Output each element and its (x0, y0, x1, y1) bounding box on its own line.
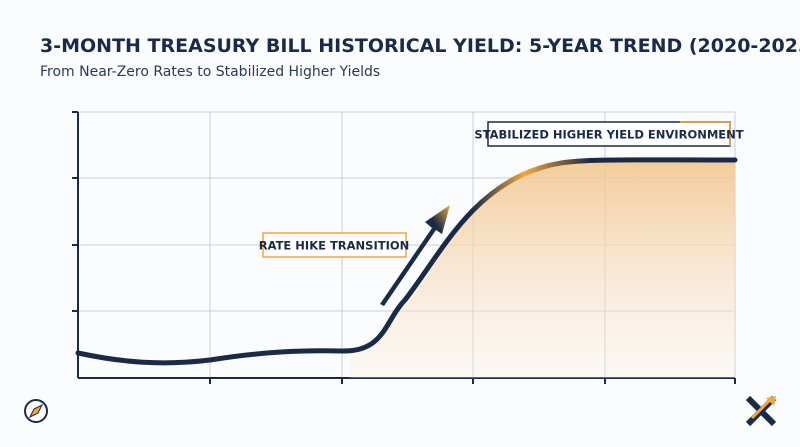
yield-curve (75, 157, 738, 366)
annotation-box (262, 232, 407, 258)
compass-icon (24, 399, 48, 423)
logo-icon (745, 395, 777, 427)
annotation: RATE HIKE TRANSITION (259, 239, 410, 253)
chart-title: 3-MONTH TREASURY BILL HISTORICAL YIELD: … (40, 35, 800, 57)
trend-arrow (380, 205, 450, 306)
area-fill (350, 159, 735, 378)
chart-subtitle: From Near-Zero Rates to Stabilized Highe… (40, 64, 380, 80)
annotation-box (487, 121, 731, 147)
annotation: STABILIZED HIGHER YIELD ENVIRONMENT (474, 128, 743, 142)
